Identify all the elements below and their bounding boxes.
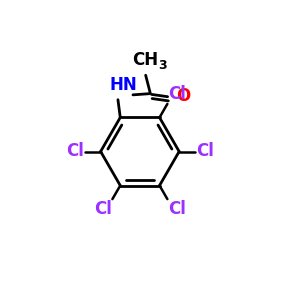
Text: O: O bbox=[176, 86, 190, 104]
Text: Cl: Cl bbox=[168, 200, 186, 218]
Text: Cl: Cl bbox=[94, 200, 112, 218]
Text: 3: 3 bbox=[158, 59, 167, 72]
Text: HN: HN bbox=[110, 76, 138, 94]
Text: Cl: Cl bbox=[66, 142, 84, 160]
Text: Cl: Cl bbox=[196, 142, 214, 160]
Text: Cl: Cl bbox=[168, 85, 186, 103]
Text: CH: CH bbox=[133, 51, 159, 69]
